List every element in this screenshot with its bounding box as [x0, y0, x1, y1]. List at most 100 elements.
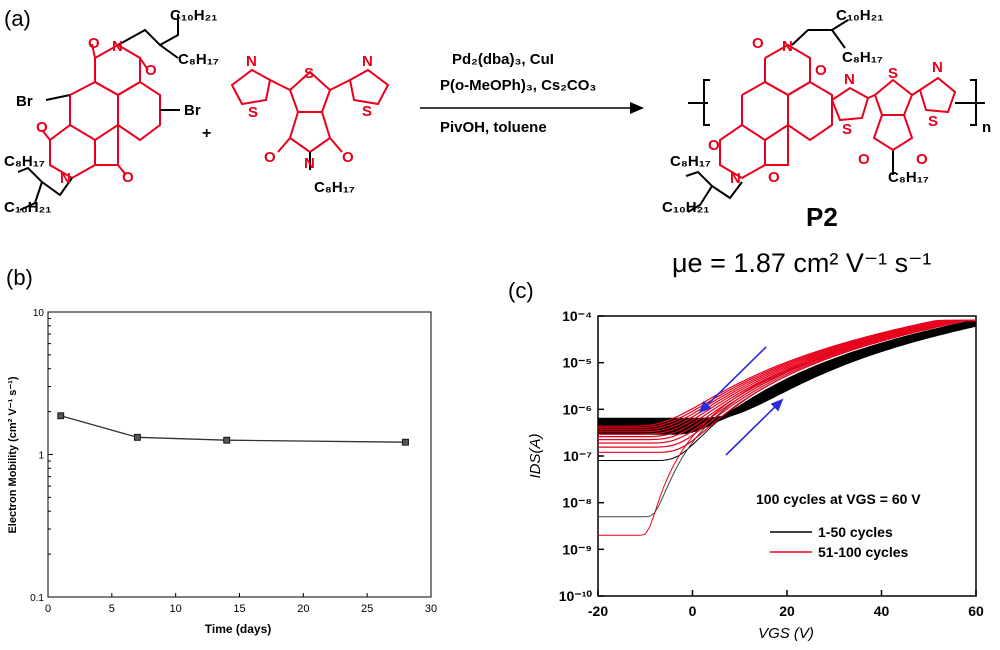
- mobility-data-point: [133, 433, 141, 441]
- legend-label-red: 51-100 cycles: [818, 544, 909, 560]
- svg-text:N: N: [730, 170, 741, 187]
- red-cycle-curve: [598, 319, 976, 453]
- svg-text:O: O: [768, 169, 780, 186]
- chart-b-xtick-label: 5: [109, 603, 115, 615]
- svg-text:C₁₀H₂₁: C₁₀H₂₁: [170, 7, 218, 24]
- svg-text:S: S: [248, 104, 258, 121]
- svg-text:C₈H₁₇: C₈H₁₇: [670, 153, 711, 170]
- chart-b-ytick-label: 10: [33, 308, 45, 319]
- red-cycle-curve: [598, 319, 976, 429]
- chart-c-ytick-label: 10⁻¹⁰: [559, 588, 593, 604]
- panel-b-label: (b): [6, 265, 33, 290]
- ndi-labels: O N O Br Br O N O C₁₀H₂₁ C₈H₁₇ C₈H₁₇ C₁₀…: [4, 7, 219, 216]
- reagent-line-2: P(o-MeOPh)₃, Cs₂CO₃: [440, 77, 596, 94]
- chart-b-ticks: 0 5 10 15 20 25 30 0.1 1 10: [30, 308, 437, 615]
- tpd-monomer: [230, 68, 390, 170]
- tpd-labels: N S S N S O O N C₈H₁₇: [246, 53, 373, 196]
- svg-text:N: N: [844, 71, 855, 88]
- chart-c-ytick-label: 10⁻⁷: [563, 448, 592, 464]
- chart-c-ytick-label: 10⁻⁹: [562, 541, 592, 557]
- svg-text:O: O: [916, 151, 928, 168]
- svg-text:S: S: [842, 121, 852, 138]
- chart-c-xtick-label: 20: [779, 603, 795, 619]
- chart-b-xtick-label: 30: [425, 603, 437, 615]
- svg-text:C₈H₁₇: C₈H₁₇: [4, 153, 45, 170]
- red-cycle-curve: [598, 320, 976, 536]
- chart-b-ytick-label: 1: [38, 451, 44, 462]
- svg-text:O: O: [342, 149, 354, 166]
- svg-text:S: S: [928, 113, 938, 130]
- svg-text:C₈H₁₇: C₈H₁₇: [314, 179, 355, 196]
- chart-c-ytick-label: 10⁻⁸: [562, 495, 592, 511]
- plus-sign: +: [202, 125, 211, 142]
- svg-text:C₈H₁₇: C₈H₁₇: [178, 51, 219, 68]
- product-name: P2: [806, 202, 838, 232]
- chart-b-marks: [57, 412, 409, 446]
- ndi-monomer: [17, 14, 180, 211]
- red-cycle-curve: [598, 319, 976, 433]
- svg-text:O: O: [815, 62, 827, 79]
- svg-text:N: N: [246, 53, 257, 70]
- chart-b-xtick-label: 0: [45, 603, 51, 615]
- svg-text:Br: Br: [16, 93, 33, 110]
- chart-b-xtick-label: 20: [297, 603, 309, 615]
- svg-text:C₈H₁₇: C₈H₁₇: [888, 169, 929, 186]
- svg-text:N: N: [932, 59, 943, 76]
- chart-c-ytick-label: 10⁻⁵: [562, 355, 592, 371]
- chart-b-ylabel: Electron Mobility (cm² V⁻¹ s⁻¹): [7, 376, 19, 533]
- svg-text:O: O: [264, 149, 276, 166]
- red-cycle-curve: [598, 319, 976, 448]
- svg-text:N: N: [112, 38, 123, 55]
- chart-c-xlabel: VGS (V): [758, 625, 814, 642]
- reaction-arrow: [420, 102, 644, 114]
- legend-label-black: 1-50 cycles: [818, 524, 893, 540]
- mobility-data-point: [223, 436, 231, 444]
- red-cycle-curve: [598, 319, 976, 444]
- svg-text:N: N: [782, 38, 793, 55]
- p2-labels: O N O O N O N S S O O N S C₈H₁₇ C₁₀H₂₁ C…: [662, 7, 991, 216]
- panel-a-scheme: (a): [4, 6, 991, 278]
- svg-text:O: O: [752, 35, 764, 52]
- chart-c-ticks: -20 0 20 40 60 10⁻¹⁰ 10⁻⁹ 10⁻⁸ 10⁻⁷ 10⁻⁶ 10⁻⁵ 10⁻⁴: [559, 308, 984, 619]
- red-cycle-curve: [598, 319, 976, 427]
- chart-b-xtick-label: 25: [361, 603, 373, 615]
- reagent-line-1: Pd₂(dba)₃, CuI: [452, 51, 554, 68]
- chart-c-xtick-label: -20: [588, 603, 608, 619]
- red-cycle-curve: [598, 319, 976, 431]
- svg-text:C₁₀H₂₁: C₁₀H₂₁: [4, 199, 52, 216]
- p2-polymer: [685, 19, 985, 213]
- svg-text:S: S: [362, 103, 372, 120]
- mobility-data-point: [57, 412, 65, 420]
- chart-c-ylabel: IDS(A): [527, 433, 544, 478]
- svg-text:O: O: [145, 62, 157, 79]
- mobility-value: μe = 1.87 cm² V⁻¹ s⁻¹: [672, 248, 931, 278]
- red-cycle-curve: [598, 319, 976, 441]
- mobility-data-point: [402, 438, 409, 446]
- svg-text:O: O: [122, 169, 134, 186]
- reagent-line-3: PivOH, toluene: [440, 119, 547, 136]
- svg-text:S: S: [888, 65, 898, 82]
- svg-text:C₁₀H₂₁: C₁₀H₂₁: [836, 7, 884, 24]
- chart-b-xtick-label: 15: [233, 603, 245, 615]
- svg-text:n: n: [982, 119, 991, 136]
- svg-text:C₈H₁₇: C₈H₁₇: [842, 49, 883, 66]
- svg-text:O: O: [708, 137, 720, 154]
- chart-c-xtick-label: 60: [968, 603, 984, 619]
- svg-text:N: N: [304, 155, 315, 172]
- chart-c-ytick-label: 10⁻⁶: [563, 401, 592, 417]
- legend-title: 100 cycles at VGS = 60 V: [756, 491, 921, 507]
- svg-text:O: O: [88, 35, 100, 52]
- mobility-series-line: [60, 415, 406, 443]
- panel-c-label: (c): [508, 278, 534, 303]
- red-cycle-curve: [598, 319, 976, 435]
- svg-text:C₁₀H₂₁: C₁₀H₂₁: [662, 199, 710, 216]
- chart-c-xtick-label: 40: [874, 603, 890, 619]
- chart-b-xtick-label: 10: [170, 603, 182, 615]
- svg-text:N: N: [60, 170, 71, 187]
- svg-text:N: N: [362, 53, 373, 70]
- panel-a-label: (a): [4, 6, 31, 31]
- panel-b-chart: (b) 0 5 10 15 20 25 30 0.1 1 10 Time (days) Elect…: [6, 265, 437, 636]
- sweep-arrows: [698, 346, 784, 456]
- svg-text:O: O: [858, 151, 870, 168]
